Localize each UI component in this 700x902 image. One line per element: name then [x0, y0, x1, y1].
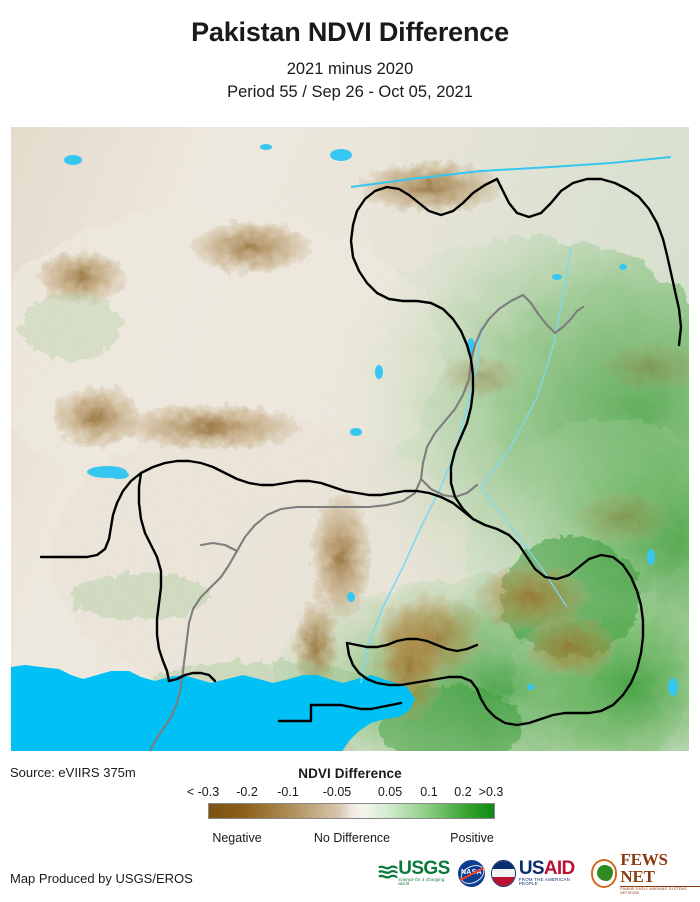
- legend-caption-0: Negative: [212, 831, 262, 845]
- usaid-seal-middle: [491, 869, 515, 878]
- legend-tick-1: -0.2: [236, 785, 258, 799]
- map-header: Pakistan NDVI Difference 2021 minus 2020…: [0, 0, 700, 103]
- raster-grain-overlay-fine: [11, 127, 689, 751]
- usaid-wordmark: USAID: [518, 857, 585, 879]
- fewsnet-logo: FEWS NET FAMINE EARLY WARNING SYSTEMS NE…: [590, 851, 700, 894]
- legend-caption-2: Positive: [450, 831, 494, 845]
- usaid-tagline: FROM THE AMERICAN PEOPLE: [518, 876, 571, 887]
- legend-tick-7: >0.3: [478, 785, 504, 799]
- partner-logo-strip: USGS science for a changing world NASA U…: [378, 851, 700, 894]
- legend-tick-labels: < -0.3 -0.2 -0.1 -0.05 0.05 0.1 0.2 >0.3: [0, 785, 700, 800]
- usaid-word-us: US: [518, 857, 545, 879]
- fewsnet-globe-land: [596, 864, 613, 881]
- usaid-seal-top: [491, 860, 515, 869]
- producer-credit: Map Produced by USGS/EROS: [10, 871, 193, 886]
- national-border-layer: [39, 177, 683, 727]
- legend-caption-1: No Difference: [313, 831, 391, 845]
- page-title: Pakistan NDVI Difference: [191, 17, 509, 47]
- legend-tick-6: 0.2: [454, 785, 472, 799]
- usgs-wave-icon: [378, 865, 399, 879]
- fewsnet-wordmark: FEWS NET: [620, 851, 700, 887]
- legend-color-bar: [208, 803, 495, 819]
- fewsnet-globe-icon: [590, 858, 618, 888]
- map-legend: NDVI Difference < -0.3 -0.2 -0.1 -0.05 0.05 0…: [0, 766, 700, 800]
- map-canvas: [11, 127, 689, 751]
- legend-category-labels: Negative No Difference Positive: [0, 831, 700, 847]
- subtitle-comparison: 2021 minus 2020: [286, 60, 414, 79]
- legend-tick-3: -0.05: [322, 785, 352, 799]
- usaid-logo: USAID FROM THE AMERICAN PEOPLE: [490, 857, 585, 888]
- fewsnet-tagline: FAMINE EARLY WARNING SYSTEMS NETWORK: [620, 886, 687, 895]
- legend-title: NDVI Difference: [298, 766, 402, 781]
- legend-tick-4: 0.05: [377, 785, 403, 799]
- source-label: Source: eVIIRS 375m: [10, 765, 136, 780]
- nasa-logo: NASA: [457, 858, 485, 888]
- nasa-meatball-icon: NASA: [457, 859, 485, 887]
- usaid-word-aid: AID: [543, 857, 575, 879]
- usgs-logo: USGS science for a changing world: [378, 858, 452, 888]
- usgs-wordmark: USGS: [398, 857, 450, 879]
- legend-tick-0: < -0.3: [186, 785, 220, 799]
- subtitle-period: Period 55 / Sep 26 - Oct 05, 2021: [227, 82, 473, 101]
- legend-tick-2: -0.1: [277, 785, 299, 799]
- internal-boundary-layer: [148, 293, 585, 751]
- legend-gradient: [208, 803, 495, 819]
- usaid-seal-icon: [490, 859, 516, 887]
- legend-tick-5: 0.1: [420, 785, 438, 799]
- usaid-seal-bottom: [491, 877, 515, 886]
- usgs-tagline: science for a changing world: [398, 876, 445, 887]
- ndvi-map-image: [10, 126, 690, 752]
